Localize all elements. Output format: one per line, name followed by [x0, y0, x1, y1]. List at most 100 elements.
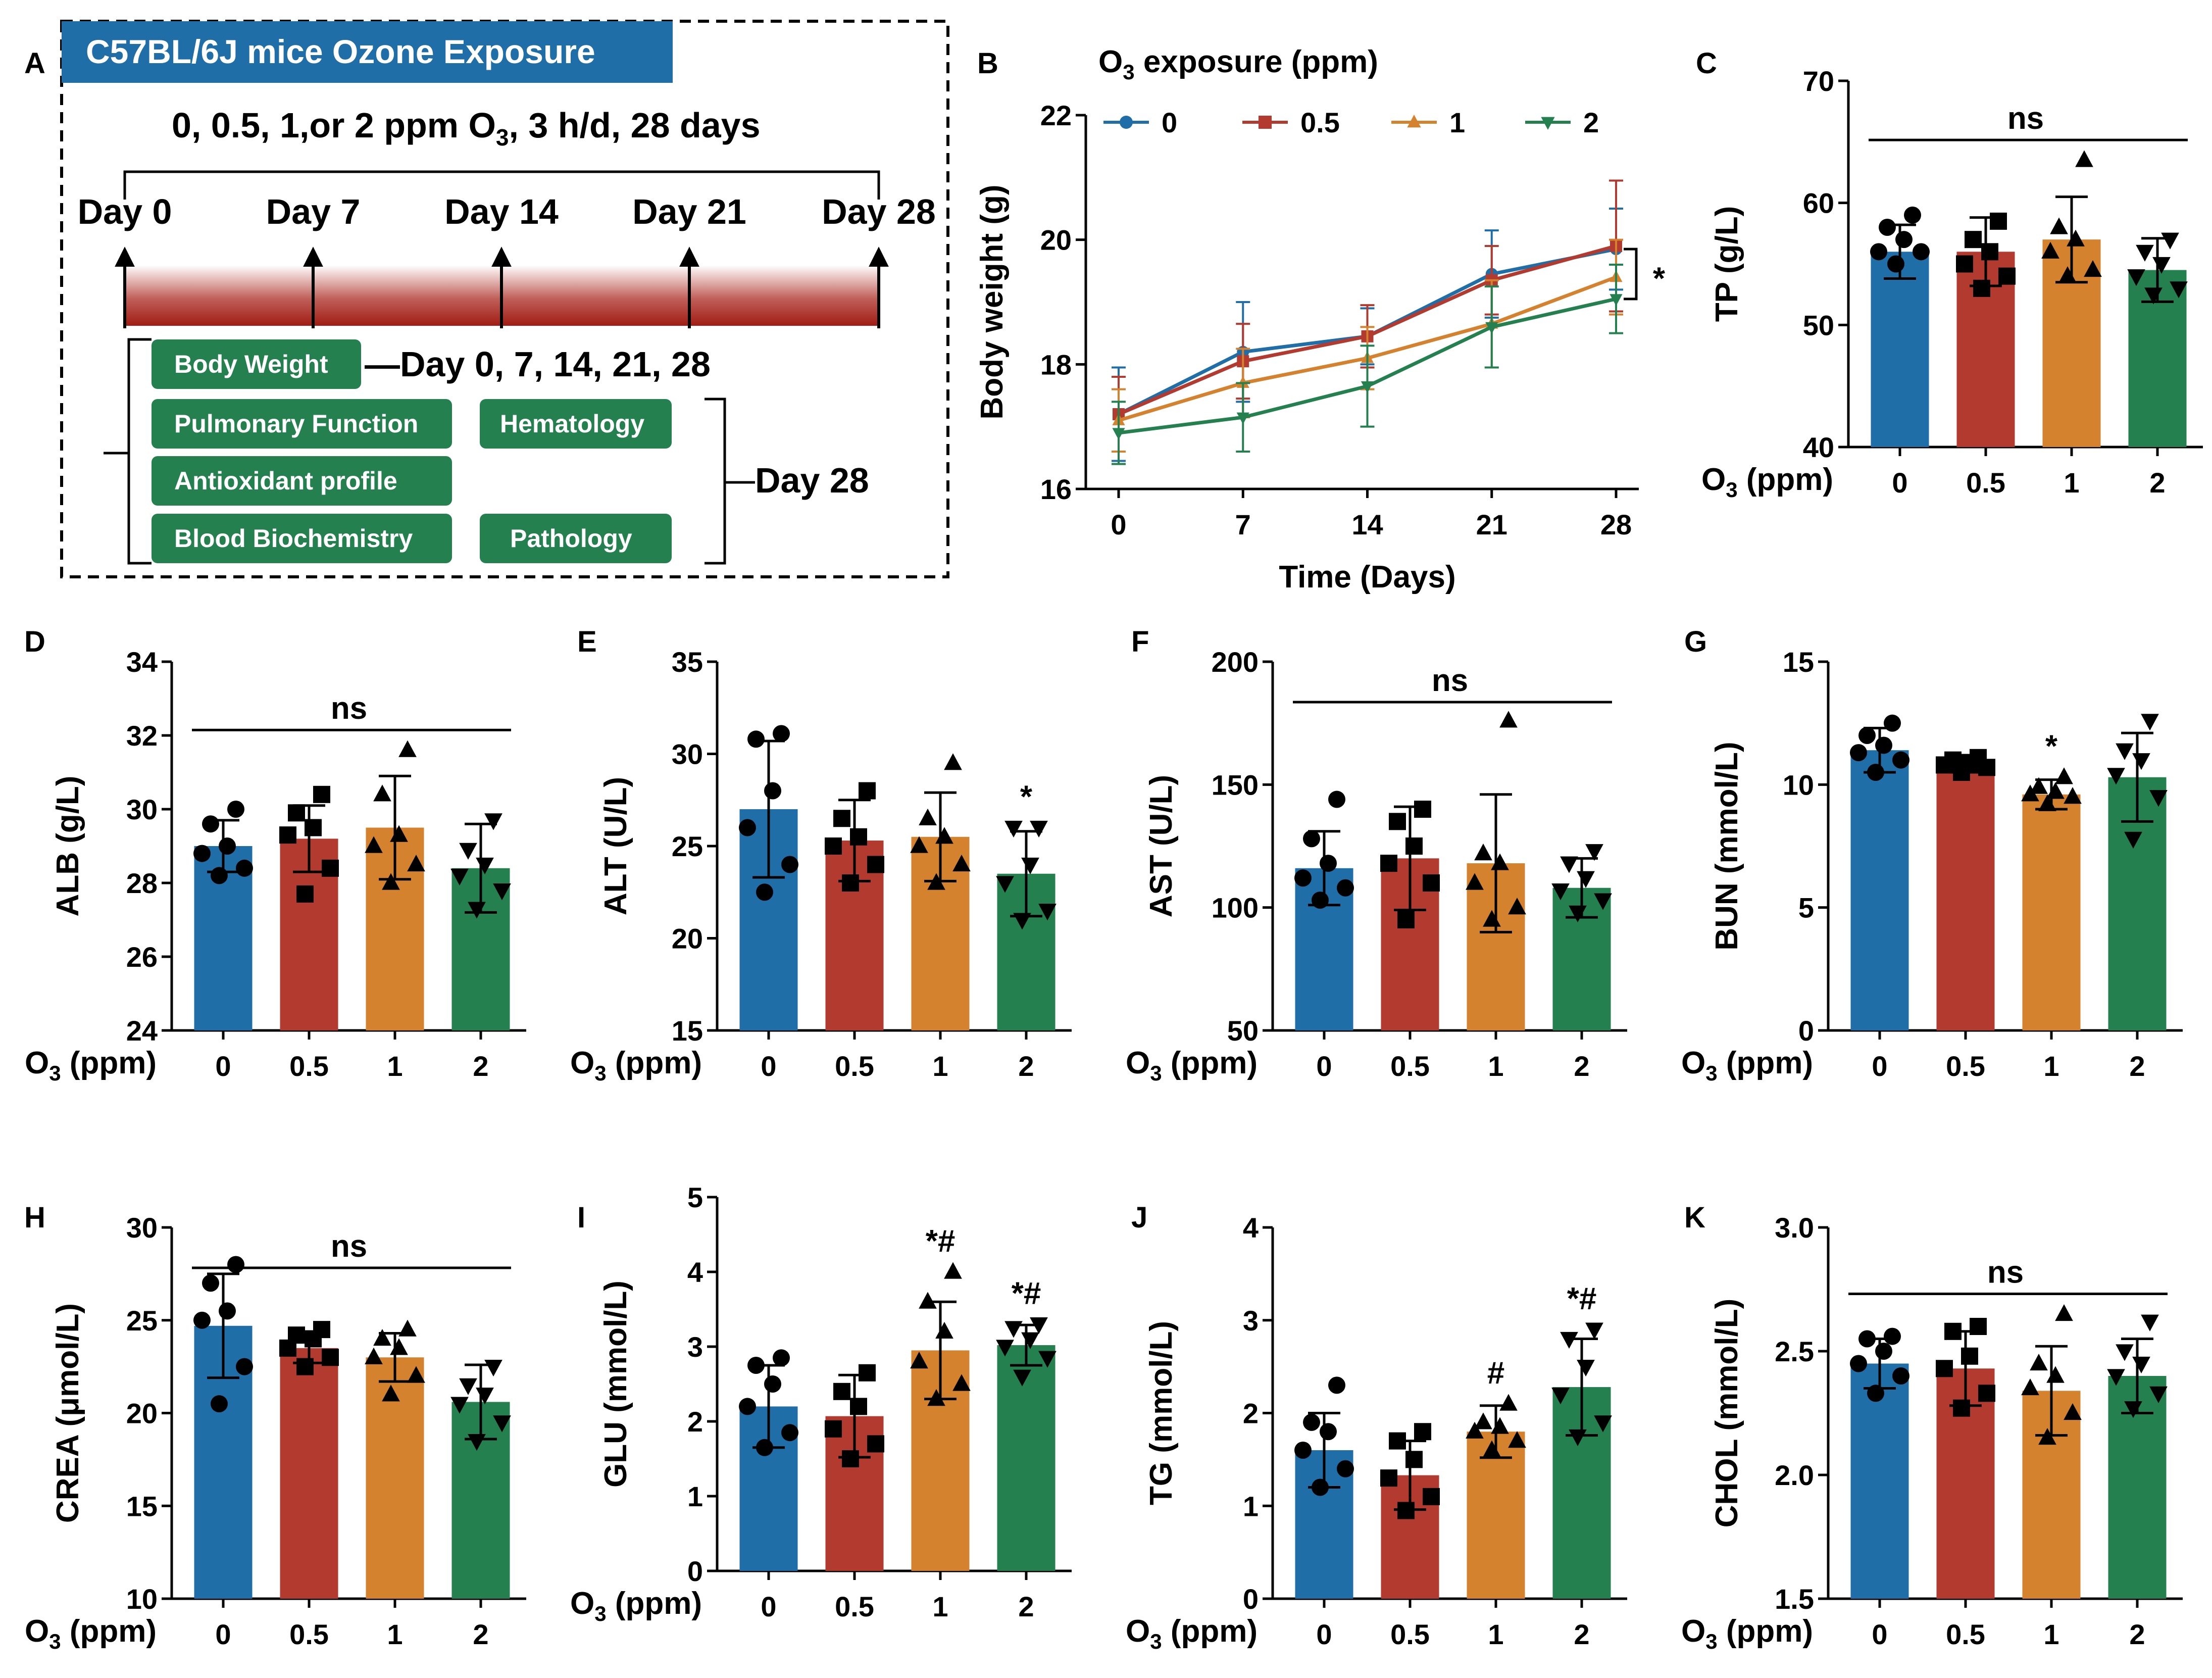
data-point: [859, 782, 876, 800]
data-point: [1021, 1332, 1039, 1349]
data-point: [927, 1389, 945, 1406]
data-point: [825, 1420, 842, 1438]
data-point: [2141, 714, 2159, 731]
y-tick-label: 3.0: [1775, 1212, 1814, 1244]
y-tick-label: 4: [1243, 1212, 1259, 1244]
data-point: [313, 1321, 330, 1339]
data-point: [1973, 279, 1990, 297]
data-point: [2124, 831, 2142, 849]
chart-panel-c: C 40 50 60 70 TP (g/L) O3 (ppm) 0 0.5 1 2 ns: [1696, 47, 2203, 502]
panel-letter: E: [577, 625, 597, 658]
series-point: [1485, 322, 1498, 334]
panel-a-title: C57BL/6J mice Ozone Exposure: [86, 33, 595, 70]
data-point: [407, 1366, 425, 1383]
box-antioxidant-profile: [152, 456, 452, 506]
y-axis-label: BUN (mmol/L): [1710, 742, 1744, 950]
data-point: [1423, 1488, 1440, 1505]
y-tick-label: 15: [1783, 646, 1814, 678]
data-point: [1474, 844, 1492, 861]
chart-panel-h: H 10 15 20 25 30 CREA (μmol/L) O3 (ppm) 0 0.5 1 2 ns: [24, 1201, 526, 1653]
data-point: [2136, 244, 2154, 262]
panel-letter: J: [1131, 1201, 1147, 1234]
data-point: [1884, 1327, 1901, 1345]
x-tick-label: 0: [215, 1618, 231, 1650]
data-point: [1312, 892, 1329, 909]
series-point: [1236, 412, 1249, 424]
data-point: [2046, 1366, 2065, 1383]
data-point: [468, 902, 486, 919]
arrow-head: [491, 246, 512, 267]
data-point: [1970, 1318, 1987, 1335]
data-point: [227, 801, 244, 818]
data-point: [279, 826, 296, 844]
data-point: [1892, 751, 1909, 769]
box-label: Pathology: [510, 524, 632, 553]
y-tick-label: 28: [126, 867, 158, 899]
data-point: [1328, 791, 1345, 808]
y-tick-label: 30: [126, 794, 158, 825]
data-point: [996, 1340, 1014, 1357]
y-tick-label: 100: [1212, 892, 1259, 924]
y-axis-label: ALT (U/L): [598, 777, 633, 915]
box-blood-biochemistry: [152, 514, 452, 563]
data-point: [1508, 1431, 1526, 1448]
data-point: [1380, 1469, 1397, 1487]
legend-label: 0: [1162, 107, 1177, 138]
y-tick-label: 60: [1803, 187, 1834, 219]
data-point: [296, 885, 314, 903]
significance-label: *: [1020, 780, 1033, 815]
left-bracket: [127, 338, 152, 565]
data-point: [842, 1450, 859, 1467]
data-point: [910, 1352, 928, 1369]
timeline-arrows: [115, 246, 889, 328]
box-pulmonary-function: [152, 399, 452, 449]
data-point: [944, 753, 962, 770]
y-axis-label: TP (g/L): [1710, 206, 1744, 322]
x-axis-label: O3 (ppm): [570, 1586, 702, 1625]
bar: [1936, 765, 1995, 1030]
x-axis-label: O3 (ppm): [1681, 1614, 1813, 1653]
series-point: [1610, 294, 1623, 306]
data-point: [390, 1338, 408, 1355]
data-point: [288, 1326, 305, 1344]
panel-letter: G: [1684, 625, 1707, 658]
y-tick-label: 70: [1803, 65, 1834, 97]
y-tick-label: 2: [1243, 1398, 1259, 1429]
data-point: [398, 740, 417, 757]
data-point: [1474, 1412, 1492, 1429]
data-point: [2149, 1386, 2168, 1403]
arrow-head: [303, 246, 323, 267]
data-point: [1414, 801, 1431, 818]
arrow-head: [115, 246, 135, 267]
data-point: [833, 1383, 850, 1400]
y-tick-label: 20: [126, 1398, 158, 1429]
data-point: [850, 1398, 867, 1415]
x-tick-label: 0: [1316, 1618, 1332, 1650]
data-point: [1892, 1367, 1909, 1385]
data-point: [1389, 813, 1406, 830]
x-tick-label: 1: [1488, 1618, 1503, 1650]
y-tick-label: 2.0: [1775, 1459, 1814, 1491]
y-axis-label: AST (U/L): [1144, 775, 1179, 917]
panel-letter: F: [1131, 625, 1149, 658]
data-point: [1004, 1321, 1023, 1338]
x-tick-label: 21: [1476, 509, 1507, 540]
y-tick-label: 50: [1227, 1015, 1259, 1047]
data-point: [2107, 768, 2125, 785]
x-tick-label: 14: [1351, 509, 1383, 540]
box-label: Body Weight: [174, 350, 328, 378]
day-labels: Day 0 Day 7 Day 14 Day 21 Day 28: [78, 192, 936, 231]
data-point: [833, 810, 850, 827]
y-tick-label: 32: [126, 720, 158, 752]
data-point: [322, 859, 339, 877]
data-point: [1978, 1385, 1995, 1402]
data-point: [202, 1274, 219, 1292]
x-tick-label: 0: [761, 1591, 776, 1622]
data-point: [2116, 1344, 2134, 1361]
y-tick-label: 5: [687, 1181, 703, 1213]
data-point: [1858, 727, 1876, 744]
x-tick-label: 1: [387, 1050, 403, 1082]
data-point: [1423, 874, 1440, 892]
data-point: [1944, 751, 1962, 769]
